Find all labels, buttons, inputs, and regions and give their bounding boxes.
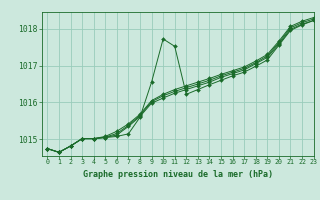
X-axis label: Graphe pression niveau de la mer (hPa): Graphe pression niveau de la mer (hPa) [83,170,273,179]
